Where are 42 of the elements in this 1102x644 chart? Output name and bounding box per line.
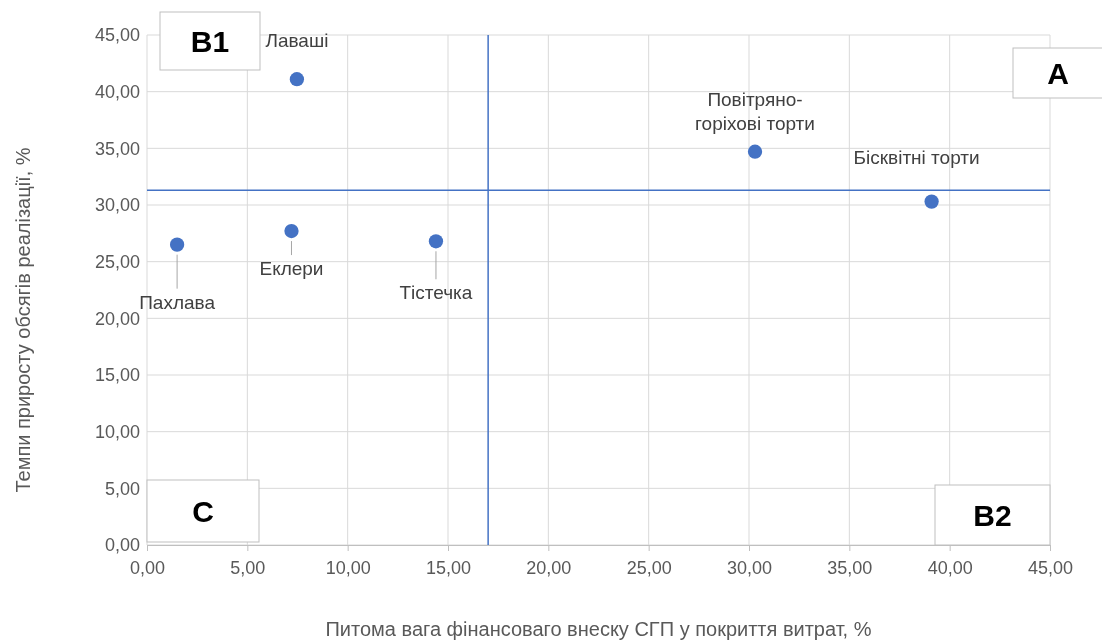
- y-tick-label: 45,00: [94, 25, 140, 46]
- y-tick-label: 30,00: [94, 195, 140, 216]
- y-tick-label: 15,00: [94, 365, 140, 386]
- annotation: Повітряно-горіхові торти: [695, 88, 815, 135]
- x-tick-label: 5,00: [230, 557, 266, 578]
- point: [428, 234, 444, 249]
- point: [284, 223, 299, 239]
- x-tick-label: 45,00: [1027, 557, 1074, 578]
- x-tick-label: 40,00: [927, 557, 973, 578]
- x-tick-label: 25,00: [626, 557, 672, 578]
- y-tick-label: 10,00: [94, 421, 140, 442]
- y-tick-label: 5,00: [104, 478, 140, 499]
- annotation: A: [1047, 57, 1069, 90]
- annotation: B2: [973, 499, 1012, 532]
- annotation: Пахлава: [139, 291, 216, 313]
- y-tick-label: 25,00: [94, 251, 140, 272]
- annotation: C: [192, 495, 214, 528]
- y-axis-title: Темпи приросту обсягів реалізації, %: [12, 147, 34, 493]
- x-tick-label: 10,00: [325, 557, 371, 578]
- point: [747, 144, 763, 159]
- point: [169, 237, 185, 252]
- annotation: B1: [190, 25, 230, 58]
- y-tick-label: 35,00: [94, 138, 140, 159]
- quadrant-box: A: [1012, 47, 1102, 99]
- x-tick-label: 0,00: [129, 557, 166, 578]
- x-tick-label: 20,00: [526, 557, 572, 578]
- point: [924, 194, 939, 209]
- quadrant-box: B2: [934, 484, 1051, 546]
- y-tick-label: 20,00: [94, 308, 140, 329]
- point: [289, 72, 305, 87]
- x-tick-label: 30,00: [726, 557, 773, 578]
- quadrant-box: B1: [159, 11, 261, 71]
- x-axis-title: Питома вага фінансоваго внеску СГП у покриття витрат, %: [325, 618, 872, 640]
- y-tick-label: 40,00: [94, 81, 140, 102]
- y-tick-label: 0,00: [104, 535, 140, 556]
- x-tick-label: 35,00: [827, 557, 873, 578]
- annotation: Бісквітні торти: [853, 146, 980, 168]
- annotation: Еклери: [259, 258, 324, 280]
- annotation: Лаваші: [265, 30, 329, 52]
- quadrant-box: C: [146, 479, 260, 543]
- x-tick-label: 15,00: [425, 557, 472, 578]
- annotation: Тістечка: [399, 282, 473, 304]
